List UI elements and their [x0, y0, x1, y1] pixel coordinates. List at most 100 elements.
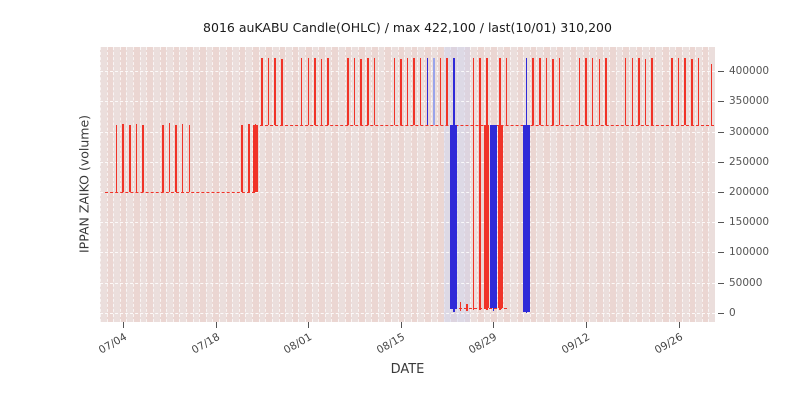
- day-band: [602, 47, 610, 322]
- day-band: [384, 47, 391, 322]
- day-band: [615, 47, 623, 322]
- candle-wick: [651, 57, 653, 126]
- y-tick-mark: [718, 222, 724, 224]
- x-tick-mark: [308, 322, 310, 328]
- day-band: [100, 47, 107, 322]
- candle-body: [497, 125, 503, 309]
- y-tick-label: 0: [729, 306, 736, 319]
- candle-wick: [122, 123, 124, 193]
- day-band: [271, 47, 279, 322]
- candle-body: [252, 125, 258, 193]
- candle-wick: [479, 57, 481, 310]
- candle-wick: [697, 57, 700, 126]
- candle-wick: [360, 59, 362, 126]
- day-band: [437, 47, 444, 322]
- day-band: [549, 47, 557, 322]
- day-band: [205, 47, 213, 322]
- candle-wick: [267, 58, 270, 126]
- day-band: [344, 47, 352, 322]
- candle-body: [523, 125, 531, 312]
- day-band: [609, 47, 616, 322]
- candle-wick: [426, 57, 429, 126]
- x-axis-label: DATE: [390, 362, 425, 377]
- day-band: [562, 47, 570, 322]
- day-band: [463, 47, 471, 322]
- y-tick-mark: [718, 252, 724, 254]
- x-tick-mark: [123, 322, 125, 328]
- x-tick-label: 08/29: [467, 331, 500, 357]
- day-band: [331, 47, 339, 322]
- candle-wick: [539, 58, 541, 126]
- candle-wick: [505, 57, 508, 126]
- candle-wick: [466, 303, 468, 312]
- day-band: [410, 47, 418, 322]
- day-band: [668, 47, 676, 322]
- chart-title: 8016 auKABU Candle(OHLC) / max 422,100 /…: [203, 20, 612, 35]
- y-tick-label: 100000: [729, 246, 770, 259]
- candle-wick: [459, 302, 462, 311]
- y-tick-label: 350000: [729, 95, 770, 108]
- day-band: [146, 47, 153, 322]
- candle-wick: [307, 58, 310, 126]
- day-band: [655, 47, 663, 322]
- candle-wick: [400, 58, 402, 126]
- candle-wick: [691, 58, 693, 126]
- h-gridline: [100, 161, 715, 163]
- day-band: [225, 47, 233, 322]
- day-band: [701, 47, 709, 322]
- day-band: [265, 47, 272, 322]
- y-tick-label: 200000: [729, 186, 770, 199]
- candle-wick: [241, 124, 243, 193]
- y-tick-label: 50000: [729, 276, 763, 289]
- x-tick-label: 08/15: [374, 331, 407, 357]
- candle-wick: [631, 58, 634, 126]
- x-tick-mark: [586, 322, 588, 328]
- day-band: [351, 47, 358, 322]
- candle-body: [489, 125, 497, 309]
- x-tick-mark: [215, 322, 217, 328]
- candle-wick: [644, 59, 647, 126]
- day-band: [338, 47, 345, 322]
- day-band: [589, 47, 596, 322]
- candle-wick: [347, 58, 349, 126]
- day-band: [595, 47, 603, 322]
- candle-wick: [446, 58, 448, 126]
- day-band: [430, 47, 438, 322]
- day-band: [681, 47, 689, 322]
- candle-wick: [677, 58, 680, 126]
- candle-wick: [373, 58, 376, 126]
- day-band: [622, 47, 630, 322]
- day-band: [642, 47, 649, 322]
- candle-wick: [353, 57, 356, 126]
- y-tick-mark: [718, 101, 724, 103]
- baseline-dashed: [105, 192, 256, 194]
- x-tick-label: 07/04: [96, 331, 130, 357]
- candle-wick: [129, 124, 131, 193]
- day-band: [635, 47, 643, 322]
- day-band: [424, 47, 431, 322]
- y-tick-label: 400000: [729, 65, 770, 78]
- candle-wick: [142, 124, 144, 193]
- x-tick-label: 07/18: [189, 331, 222, 357]
- day-band: [377, 47, 385, 322]
- candle-wick: [578, 57, 581, 126]
- y-tick-label: 150000: [729, 216, 770, 229]
- x-tick-label: 09/26: [652, 331, 685, 357]
- h-gridline: [100, 222, 715, 224]
- candle-wick: [115, 124, 118, 193]
- candle-wick: [433, 57, 435, 126]
- day-band: [397, 47, 405, 322]
- day-band: [662, 47, 669, 322]
- candle-wick: [406, 57, 409, 126]
- h-gridline: [100, 312, 715, 314]
- day-band: [576, 47, 583, 322]
- day-band: [503, 47, 510, 322]
- x-tick-label: 08/01: [282, 331, 315, 357]
- day-band: [390, 47, 398, 322]
- y-tick-mark: [718, 161, 724, 163]
- candle-wick: [624, 57, 627, 126]
- candle-wick: [175, 124, 177, 193]
- day-band: [192, 47, 200, 322]
- y-axis-label: IPPAN ZAIKO (volume): [76, 114, 92, 254]
